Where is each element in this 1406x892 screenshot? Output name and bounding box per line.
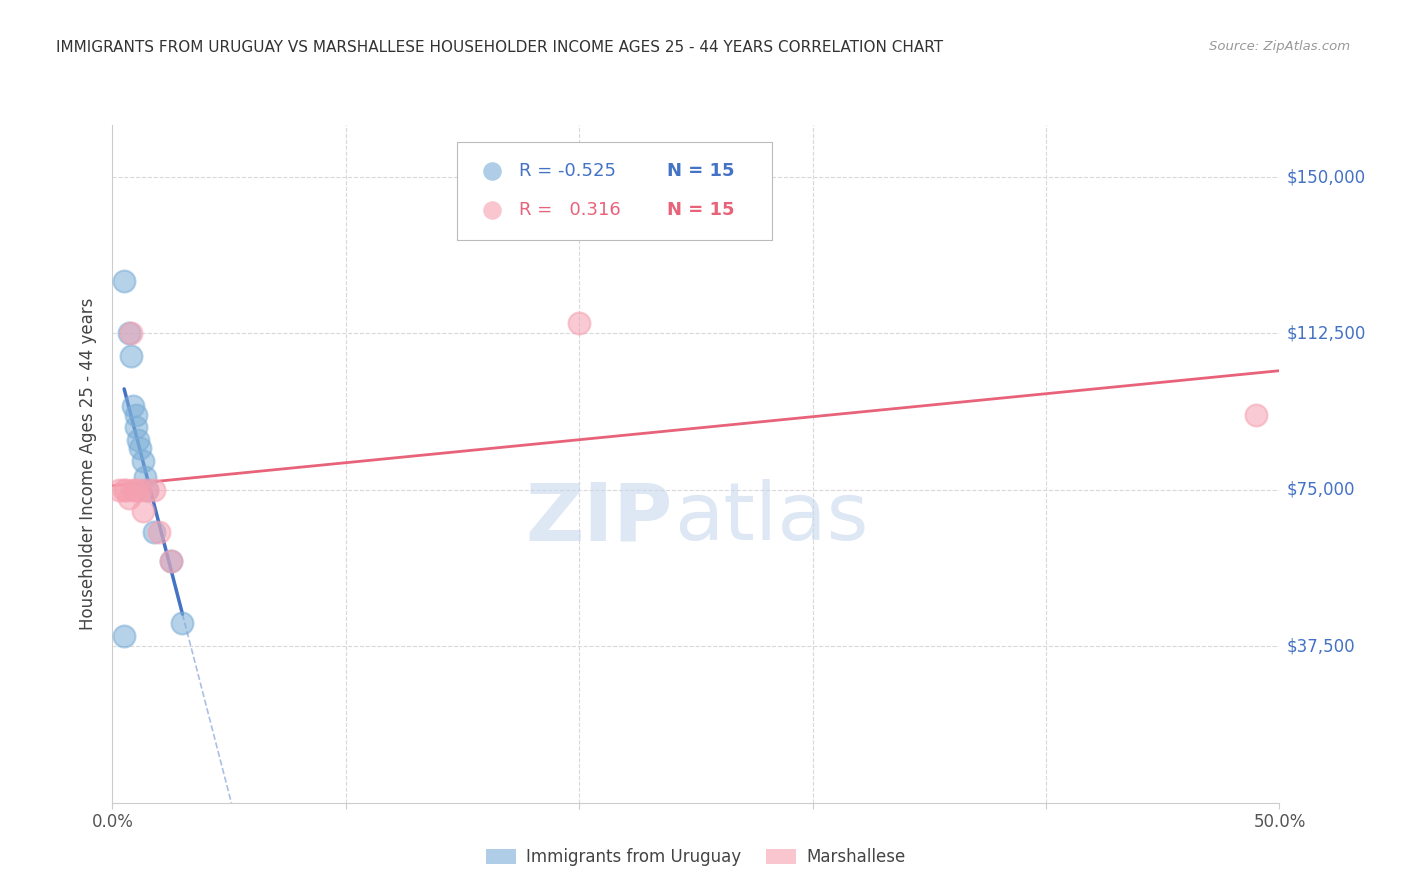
Text: Source: ZipAtlas.com: Source: ZipAtlas.com [1209,40,1350,54]
Point [127,433,149,447]
Point [172,616,194,631]
Point [129,441,152,455]
Point [143,483,166,497]
Point [136,483,159,497]
Point [112,629,135,643]
Point [160,554,183,568]
Point [143,524,166,539]
Point [859,796,883,810]
Text: $112,500: $112,500 [1286,325,1365,343]
Point [134,470,156,484]
Text: R =   0.316: R = 0.316 [519,201,620,219]
Point [125,408,148,422]
Text: N = 15: N = 15 [666,162,734,180]
Point [136,483,159,497]
Point [1244,408,1267,422]
Point [568,316,591,330]
Point [115,483,138,497]
Text: N = 15: N = 15 [666,201,734,219]
Point [120,326,142,341]
Point [112,274,135,288]
Point [118,326,141,341]
Legend: Immigrants from Uruguay, Marshallese: Immigrants from Uruguay, Marshallese [479,841,912,872]
Y-axis label: Householder Income Ages 25 - 44 years: Householder Income Ages 25 - 44 years [79,298,97,630]
Point [125,483,148,497]
Text: IMMIGRANTS FROM URUGUAY VS MARSHALLESE HOUSEHOLDER INCOME AGES 25 - 44 YEARS COR: IMMIGRANTS FROM URUGUAY VS MARSHALLESE H… [56,40,943,55]
Point [132,453,155,467]
Text: R = -0.525: R = -0.525 [519,162,616,180]
Text: ZIP: ZIP [526,479,672,558]
Text: $150,000: $150,000 [1286,168,1365,186]
Point [122,400,145,414]
Point [129,483,152,497]
Point [160,554,183,568]
Point [859,796,883,810]
Point [122,483,145,497]
Text: atlas: atlas [673,479,868,558]
FancyBboxPatch shape [457,142,772,240]
Point [125,420,148,434]
Point [132,504,155,518]
Text: $37,500: $37,500 [1286,638,1355,656]
Point [120,350,142,364]
Point [148,524,170,539]
Point [118,491,141,506]
Text: $75,000: $75,000 [1286,481,1355,499]
Point [108,483,131,497]
Point [112,483,135,497]
